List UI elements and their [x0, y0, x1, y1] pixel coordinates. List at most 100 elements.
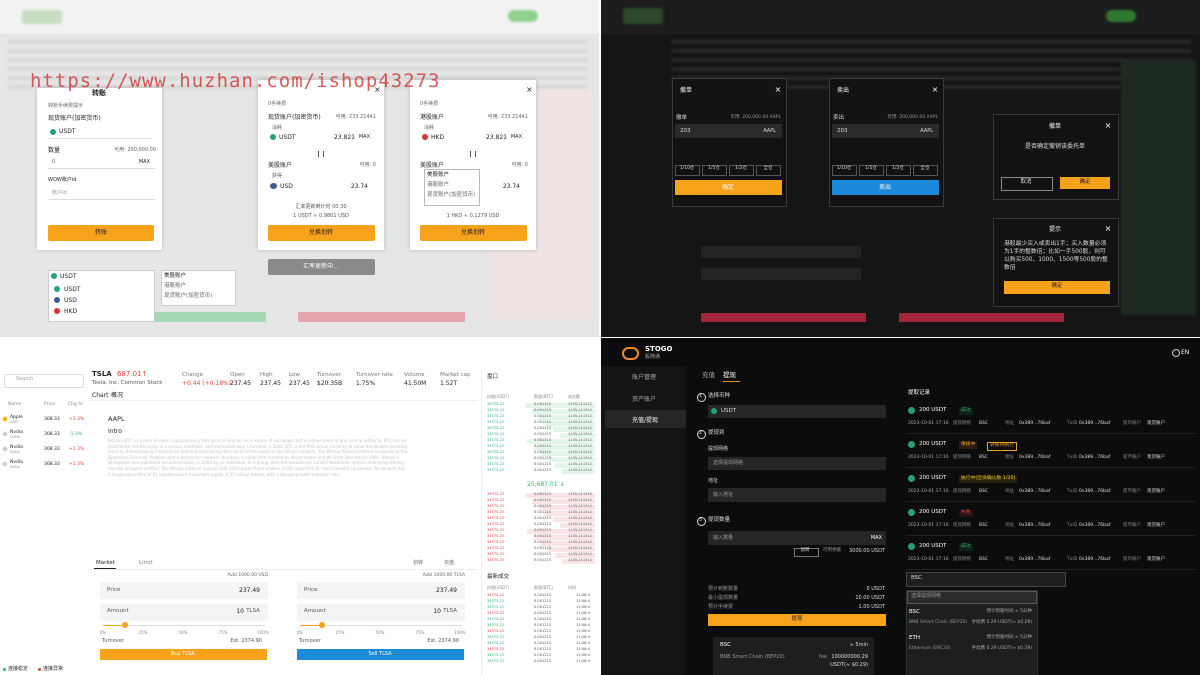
- option-name[interactable]: ETH: [909, 635, 920, 641]
- tab[interactable]: 提现: [723, 371, 736, 379]
- slider-knob[interactable]: [122, 622, 128, 628]
- trade-cell: 11:06:4: [576, 647, 590, 651]
- record-date: 2023-10-01 17:16: [908, 557, 949, 562]
- submit-button[interactable]: [832, 180, 939, 195]
- language[interactable]: EN: [1181, 349, 1190, 356]
- id-input[interactable]: [48, 187, 156, 200]
- search-box[interactable]: [4, 374, 84, 388]
- account-option[interactable]: 美股账户: [164, 273, 187, 279]
- price-field[interactable]: [297, 582, 465, 599]
- depth-bar: [555, 552, 595, 558]
- close-button[interactable]: ×: [1104, 121, 1112, 130]
- step-title: 选择币种: [708, 393, 731, 399]
- stock-code: NVDA: [10, 435, 21, 439]
- network-dropdown[interactable]: [906, 572, 1066, 587]
- tab[interactable]: 充值: [702, 371, 715, 379]
- fraction-button[interactable]: [675, 165, 700, 176]
- menu-item[interactable]: 账户管理: [632, 374, 657, 381]
- coin-select[interactable]: [48, 126, 152, 139]
- book-cell: 1135.211512: [568, 522, 593, 526]
- coin-icon: [50, 129, 56, 135]
- step-number: 1: [698, 393, 703, 399]
- account-option[interactable]: 港股账户: [164, 283, 187, 289]
- fraction-button[interactable]: [729, 165, 754, 176]
- close-button[interactable]: ×: [374, 85, 381, 94]
- coin-option[interactable]: USDT: [64, 286, 81, 293]
- address-input[interactable]: [708, 488, 886, 502]
- option-name[interactable]: BSC: [909, 609, 921, 615]
- submit-button[interactable]: [675, 180, 782, 195]
- stock-name[interactable]: Nvdia: [10, 445, 23, 450]
- fraction-button[interactable]: [859, 165, 884, 176]
- close-button[interactable]: ×: [774, 85, 782, 94]
- link[interactable]: 划转: [413, 560, 424, 566]
- to-amount: 23.74: [502, 183, 520, 190]
- account-option[interactable]: 现货账户(加密货币): [427, 192, 476, 198]
- order-tab[interactable]: Limit: [139, 560, 153, 566]
- turnover-label: Turnover: [102, 638, 124, 644]
- amount-input[interactable]: [708, 531, 886, 545]
- tab[interactable]: 概况: [111, 392, 124, 399]
- transfer-badge[interactable]: [794, 548, 819, 557]
- max-button[interactable]: MAX: [870, 535, 882, 541]
- fraction-button[interactable]: [832, 165, 857, 176]
- stock-name[interactable]: Nvdia: [10, 430, 23, 435]
- trade-button[interactable]: [297, 649, 464, 660]
- qty-input[interactable]: [675, 124, 782, 138]
- max-button[interactable]: MAX: [358, 134, 370, 140]
- menu-item[interactable]: 充值/提现: [632, 417, 659, 424]
- fraction-button[interactable]: [913, 165, 938, 176]
- submit-button[interactable]: [708, 614, 886, 626]
- coin-option[interactable]: USD: [64, 297, 77, 304]
- account-option[interactable]: 港股账户: [427, 182, 450, 188]
- close-button[interactable]: ×: [526, 85, 533, 94]
- blurred-row: [671, 40, 1191, 44]
- stock-name[interactable]: Nvdia: [10, 460, 23, 465]
- tab[interactable]: Chart: [92, 392, 109, 399]
- book-cell: 1135.211512: [568, 558, 593, 562]
- fraction-button[interactable]: [702, 165, 727, 176]
- slider-knob[interactable]: [319, 622, 325, 628]
- qty-input[interactable]: [48, 156, 156, 169]
- coin-select[interactable]: [708, 405, 886, 418]
- fraction-button[interactable]: [756, 165, 781, 176]
- divider: [88, 569, 478, 570]
- close-button[interactable]: ×: [1104, 224, 1112, 233]
- exchange-button[interactable]: [420, 225, 527, 241]
- qty-input[interactable]: [832, 124, 939, 138]
- amount-field[interactable]: [100, 604, 268, 621]
- amount: 10: [236, 608, 244, 615]
- amount-field[interactable]: [297, 604, 465, 621]
- dialog-title: 撤单: [1048, 123, 1062, 130]
- transfer-button[interactable]: [48, 225, 154, 241]
- price-field[interactable]: [100, 582, 268, 599]
- book-cell: 34575.22: [487, 522, 505, 526]
- globe-icon: [1172, 349, 1180, 357]
- coin-option[interactable]: HKD: [64, 308, 78, 315]
- rate: 1 USDT ≈ 0.9801 USD: [293, 213, 349, 219]
- link[interactable]: 充值: [444, 560, 455, 566]
- menu-item[interactable]: 资产账户: [632, 395, 657, 403]
- record-action[interactable]: 转账待执行: [987, 442, 1017, 451]
- depth-bar: [553, 426, 595, 432]
- brand: STOGO: [645, 345, 673, 353]
- trade-button[interactable]: [100, 649, 267, 660]
- close-button[interactable]: ×: [931, 85, 939, 94]
- account-option[interactable]: 现货账户(加密货币): [164, 293, 213, 299]
- account-option[interactable]: 美股账户: [427, 172, 450, 178]
- network-select[interactable]: [708, 457, 886, 470]
- max-button[interactable]: MAX: [510, 134, 522, 140]
- order-tab[interactable]: Market: [96, 560, 115, 566]
- stock-name[interactable]: Apple: [10, 415, 23, 420]
- max-button[interactable]: MAX: [138, 159, 150, 165]
- ok-button[interactable]: [1060, 177, 1110, 189]
- summary-label: 预计手续费: [708, 604, 734, 610]
- record-status: 审核中: [959, 442, 978, 449]
- updating-button[interactable]: [268, 259, 375, 275]
- fraction-button[interactable]: [886, 165, 911, 176]
- cancel-button[interactable]: [1001, 177, 1053, 191]
- button-label: 汇率更新中...: [303, 263, 339, 270]
- exchange-button[interactable]: [268, 225, 375, 241]
- ok-button[interactable]: [1004, 281, 1110, 294]
- record-label: TxID: [1067, 455, 1078, 460]
